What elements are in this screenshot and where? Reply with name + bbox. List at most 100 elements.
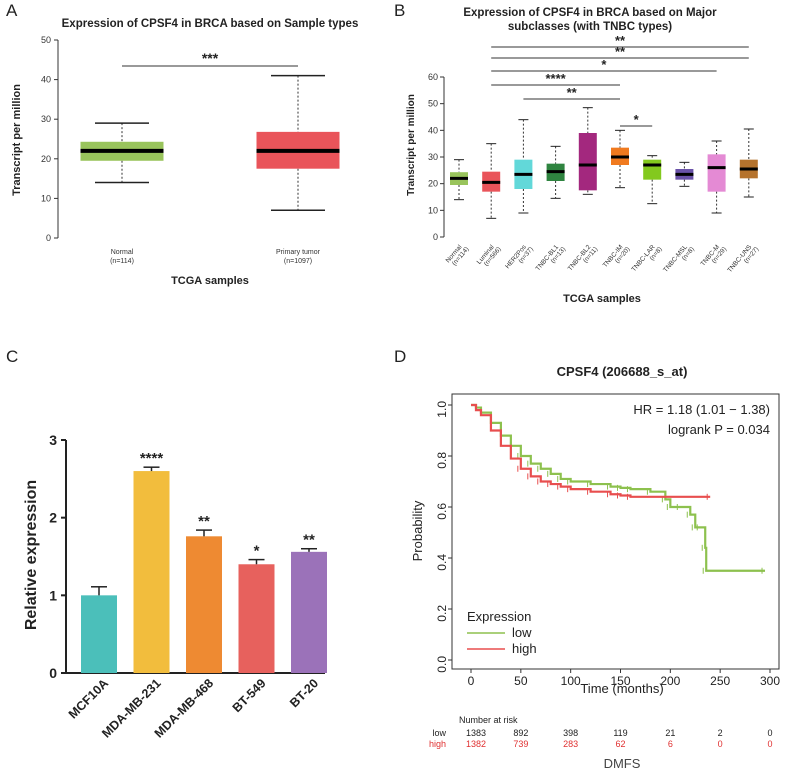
c-bar bbox=[186, 536, 222, 673]
d-legend-label-high: high bbox=[512, 641, 537, 656]
d-plot-frame bbox=[451, 393, 780, 670]
panel-d-ylabel: Probability bbox=[410, 500, 425, 561]
c-y-tick-label: 2 bbox=[49, 510, 57, 526]
b-significance-label: ** bbox=[567, 85, 578, 100]
d-x-tick-label: 150 bbox=[610, 674, 630, 688]
b-y-tick-label: 30 bbox=[428, 152, 438, 162]
panel-d-footer: DMFS bbox=[604, 756, 641, 771]
b-y-tick-label: 10 bbox=[428, 205, 438, 215]
b-significance-label: ** bbox=[615, 33, 626, 48]
d-y-tick-label: 0.0 bbox=[435, 656, 449, 673]
c-y-tick-label: 0 bbox=[49, 665, 57, 681]
risk-value: 6 bbox=[668, 739, 673, 749]
risk-value: 62 bbox=[615, 739, 625, 749]
a-x-tick-label-n: (n=114) bbox=[110, 258, 134, 265]
c-star-label: ** bbox=[198, 513, 210, 530]
panel-d-xlabel: Time (months) bbox=[580, 681, 663, 696]
a-x-tick-label-n: (n=1097) bbox=[284, 258, 312, 265]
d-y-tick-label: 0.6 bbox=[435, 503, 449, 520]
risk-value: 0 bbox=[767, 728, 772, 738]
risk-value: 2 bbox=[718, 728, 723, 738]
b-box bbox=[707, 154, 726, 192]
c-bar bbox=[133, 471, 170, 673]
panel-letter-d: D bbox=[394, 347, 406, 366]
c-y-tick-label: 1 bbox=[49, 587, 57, 603]
risk-value: 0 bbox=[718, 739, 723, 749]
c-star-label: ** bbox=[303, 532, 315, 549]
b-y-tick-label: 50 bbox=[428, 99, 438, 109]
panel-letter-c: C bbox=[6, 347, 18, 366]
panel-d-hr-text: HR = 1.18 (1.01 − 1.38) bbox=[633, 402, 770, 417]
d-y-tick-label: 1.0 bbox=[435, 401, 449, 418]
panel-letter-a: A bbox=[6, 1, 18, 20]
risk-value: 21 bbox=[665, 728, 675, 738]
d-y-tick-label: 0.4 bbox=[435, 554, 449, 571]
risk-value: 119 bbox=[613, 728, 627, 738]
panel-b-xlabel: TCGA samples bbox=[563, 293, 641, 305]
a-x-tick-label: Normal bbox=[111, 249, 134, 256]
c-star-label: * bbox=[254, 543, 260, 560]
risk-value: 1382 bbox=[466, 739, 486, 749]
d-x-tick-label: 200 bbox=[660, 674, 680, 688]
panel-d-plot: 0 50 100 150 200 250 3000.00.20.40.60.81.0lowh… bbox=[429, 393, 780, 749]
panel-b-title-line1: Expression of CPSF4 in BRCA based on Maj… bbox=[463, 7, 717, 19]
d-x-tick-label: 300 bbox=[760, 674, 780, 688]
d-x-tick-label: 100 bbox=[561, 674, 581, 688]
a-y-tick-label: 10 bbox=[41, 193, 51, 203]
d-survival-curve-high bbox=[471, 403, 711, 498]
risk-value: 0 bbox=[767, 739, 772, 749]
b-box bbox=[643, 159, 662, 180]
b-significance-label: * bbox=[634, 112, 640, 127]
c-x-tick-label: BT-20 bbox=[287, 676, 321, 710]
risk-value: 283 bbox=[563, 739, 578, 749]
b-significance-label: **** bbox=[545, 71, 566, 86]
a-y-tick-label: 50 bbox=[41, 35, 51, 45]
panel-a-xlabel: TCGA samples bbox=[171, 275, 249, 287]
panel-letter-b: B bbox=[394, 1, 405, 20]
risk-value: 398 bbox=[563, 728, 578, 738]
d-y-tick-label: 0.2 bbox=[435, 605, 449, 622]
panel-b-ylabel: Transcript per million bbox=[406, 94, 417, 196]
risk-table-header: Number at risk bbox=[459, 715, 518, 725]
d-x-tick-label: 250 bbox=[710, 674, 730, 688]
c-bar bbox=[238, 564, 275, 673]
panel-c-ylabel: Relative expression bbox=[23, 480, 40, 630]
c-star-label: **** bbox=[140, 450, 164, 467]
c-x-tick-label: MCF10A bbox=[66, 676, 111, 721]
panel-d-logrank-text: logrank P = 0.034 bbox=[668, 422, 770, 437]
a-y-tick-label: 30 bbox=[41, 114, 51, 124]
panel-d-title: CPSF4 (206688_s_at) bbox=[557, 364, 688, 379]
d-x-tick-label: 50 bbox=[514, 674, 528, 688]
b-significance-label: ** bbox=[615, 44, 626, 59]
b-y-tick-label: 40 bbox=[428, 125, 438, 135]
c-bar bbox=[291, 551, 327, 673]
b-significance-label: * bbox=[601, 57, 607, 72]
c-x-tick-label: BT-549 bbox=[230, 676, 269, 715]
b-box bbox=[578, 133, 597, 191]
risk-value: 1383 bbox=[466, 728, 486, 738]
panel-a-ylabel: Transcript per million bbox=[11, 84, 23, 196]
a-y-tick-label: 40 bbox=[41, 75, 51, 85]
a-y-tick-label: 0 bbox=[46, 233, 51, 243]
b-y-tick-label: 0 bbox=[433, 232, 438, 242]
b-y-tick-label: 20 bbox=[428, 179, 438, 189]
d-y-tick-label: 0.8 bbox=[435, 452, 449, 469]
risk-row-label-high: high bbox=[429, 739, 446, 749]
risk-value: 739 bbox=[513, 739, 528, 749]
a-y-tick-label: 20 bbox=[41, 154, 51, 164]
a-x-tick-label: Primary tumor bbox=[276, 249, 321, 256]
c-bar bbox=[81, 595, 117, 673]
panel-a-title: Expression of CPSF4 in BRCA based on Sam… bbox=[62, 18, 359, 30]
risk-row-label-low: low bbox=[432, 728, 446, 738]
panel-d-legend-title: Expression bbox=[467, 609, 531, 624]
d-legend-label-low: low bbox=[512, 625, 532, 640]
d-x-tick-label: 0 bbox=[468, 674, 475, 688]
c-y-tick-label: 3 bbox=[49, 432, 57, 448]
b-y-tick-label: 60 bbox=[428, 72, 438, 82]
risk-value: 892 bbox=[513, 728, 528, 738]
panel-a-plot: 0 10 20 30 40 50 Normal (n=114) Primary tumor (n=… bbox=[41, 35, 340, 265]
panel-c-plot: 0123MCF10A****MDA-MB-231**MDA-MB-468*BT-… bbox=[49, 432, 327, 741]
panel-b-title-line2: subclasses (with TNBC types) bbox=[508, 21, 672, 33]
